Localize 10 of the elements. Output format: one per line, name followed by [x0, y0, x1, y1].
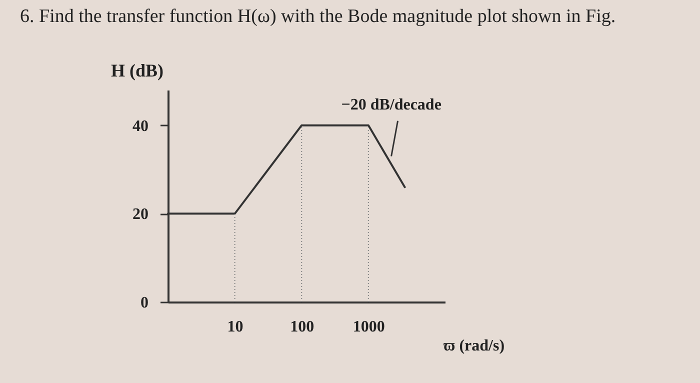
x-tick-label: 10	[227, 318, 244, 336]
x-tick-label: 100	[290, 318, 314, 336]
chart-title: 6. Find the transfer function H(ω) with the Bode magnitude plot shown in Fig.	[20, 6, 616, 27]
annotation: −20 dB/decade	[341, 96, 442, 114]
y-axis-title: H (dB)	[110, 60, 164, 80]
y-tick-label: 0	[140, 294, 148, 312]
x-tick-label: 1000	[352, 318, 385, 336]
y-tick-label: 40	[132, 118, 148, 135]
x-axis-title: ϖ (rad/s)	[444, 338, 505, 354]
y-tick-label: 20	[132, 206, 148, 224]
